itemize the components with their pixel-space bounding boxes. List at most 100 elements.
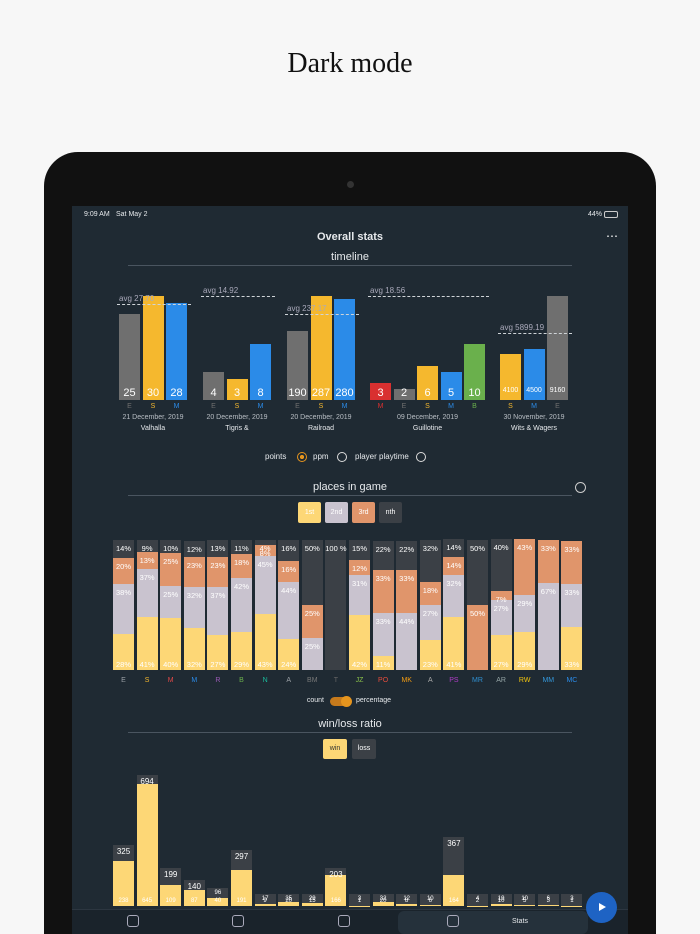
bar [464,344,485,400]
segment-label: 29% [233,660,249,669]
segment-label: 28% [115,660,131,669]
status-time: 9:09 AM [84,211,110,218]
avg-line [285,314,359,316]
filter-button[interactable]: loss [352,739,376,759]
player-label: T [333,677,339,684]
segment-label: 33% [564,588,580,598]
section-title: win/loss ratio [318,718,382,730]
bar [370,383,391,400]
radio[interactable] [337,452,347,462]
win-label: 15 [308,898,316,904]
segment-label: 45% [257,559,273,569]
segment [490,538,512,591]
segment-label: 4% [259,544,271,553]
player-label: MC [566,677,578,684]
avg-label: avg 27.70 [119,294,155,304]
segment [396,541,418,570]
segment [113,540,134,559]
segment-label: 12% [186,545,202,555]
segment-label: 25% [163,589,179,599]
bar-value: 28 [170,387,183,399]
filter-button[interactable]: 2nd [325,502,348,523]
filter-button[interactable]: win [323,739,347,759]
radio[interactable] [297,452,307,462]
win-bar [419,904,441,906]
win-label: 20 [285,898,293,904]
win-bar [372,902,394,906]
win-label: 166 [330,898,341,904]
game-date: 21 December, 2019 [122,414,184,421]
segment [349,575,370,616]
win-label: 87 [190,898,198,904]
segment [207,634,229,670]
segment [490,590,512,600]
segment [514,632,536,670]
segment [301,540,323,605]
player-label: BM [307,677,318,684]
total-label: 203 [329,869,343,879]
total-label: 12 [403,896,411,902]
player-label: R [215,677,221,684]
player-label: PS [449,677,459,684]
more-button[interactable]: ⋯ [606,229,618,243]
tab-icon[interactable] [447,915,459,927]
loss-bar [254,894,276,906]
segment [207,556,229,587]
player-label: E [211,403,216,410]
segment [301,605,323,638]
total-label: 35 [285,896,293,902]
segment [372,541,394,570]
bar-value: 2 [400,387,408,399]
segment [183,556,205,587]
tab-icon[interactable] [127,915,139,927]
segment-label: 33% [375,616,391,626]
player-label: S [318,403,324,410]
filter-button[interactable]: 3rd [352,502,375,523]
player-label: E [295,403,300,410]
segment [183,628,205,670]
win-bar [490,904,512,906]
bar-value: 8 [257,387,264,399]
filter-button[interactable]: 1st [298,502,321,523]
total-label: 199 [164,870,178,880]
total-label: 17 [261,896,269,902]
segment-label: 43% [257,660,273,669]
player-label: PO [378,677,389,684]
avg-line [368,296,489,298]
radio[interactable] [416,452,426,462]
segment [254,555,276,615]
filter-button[interactable]: nth [379,502,402,523]
segment-label: 27% [422,609,438,618]
player-label: S [508,403,513,410]
section-rule [128,495,572,496]
segment-label: 32% [186,590,202,600]
bar-value: 3 [377,387,384,399]
segment-label: 40% [493,542,509,552]
win-bar [231,869,252,906]
segment [254,540,276,546]
segment-label: 40% [163,660,179,669]
tab-icon[interactable] [338,915,350,927]
segment [467,540,488,605]
status-date: Sat May 2 [116,211,148,218]
total-label: 297 [234,851,249,861]
loss-bar [537,894,559,906]
toggle[interactable] [330,697,350,706]
section-title: timeline [331,251,369,263]
loss-bar [349,894,370,906]
bar-value: 10 [468,387,481,399]
segment [443,575,465,617]
bar [500,353,521,400]
tab-label[interactable]: Stats [512,918,528,925]
win-bar [160,885,182,906]
total-label: 19 [497,896,505,902]
avg-line [498,333,572,335]
segment-label: 42% [233,581,249,591]
segment [207,540,229,557]
segment [254,614,276,670]
segment-label: 50% [469,609,485,618]
win-bar [396,904,418,906]
tab-icon[interactable] [232,915,244,927]
game-date: 20 December, 2019 [290,414,352,421]
avg-label: avg 14.92 [203,286,239,296]
